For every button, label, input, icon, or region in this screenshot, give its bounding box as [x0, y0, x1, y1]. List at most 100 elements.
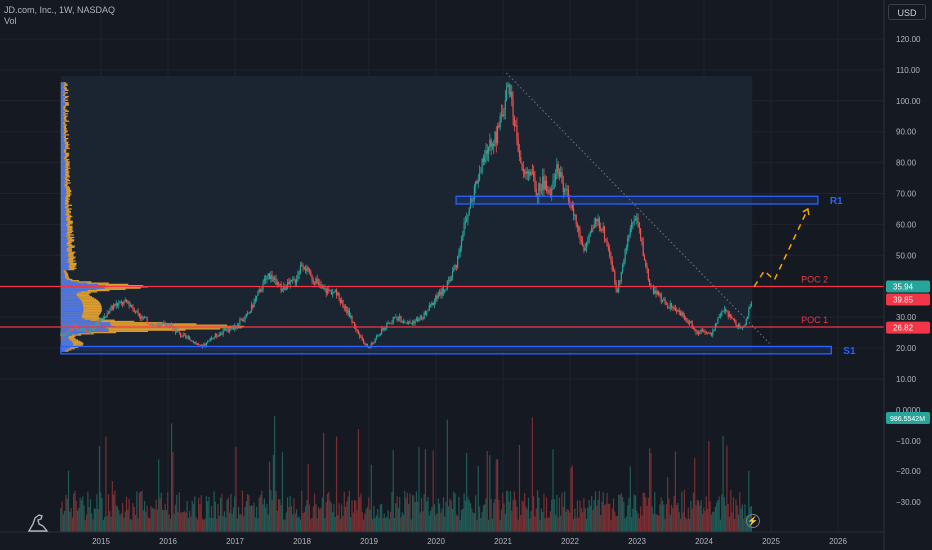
volume-profile-bar — [60, 350, 66, 352]
volume-profile-bar — [60, 145, 66, 147]
candle-body — [164, 323, 166, 326]
candle-body — [333, 291, 335, 293]
volume-bar — [476, 519, 478, 532]
candle-body — [468, 208, 470, 215]
volume-bar — [506, 490, 508, 532]
lightning-icon[interactable]: ⚡ — [746, 514, 760, 528]
candle-body — [623, 260, 625, 265]
volume-bar — [390, 511, 392, 532]
volume-bar — [208, 497, 210, 532]
zone-s1[interactable] — [60, 345, 832, 355]
candle-body — [687, 322, 689, 324]
volume-bar — [429, 510, 432, 532]
candle-body — [436, 295, 438, 299]
candle-body — [682, 312, 684, 316]
volume-bar — [557, 517, 559, 532]
candle-body — [243, 319, 245, 322]
volume-profile-bar — [60, 343, 74, 345]
candle-body — [471, 198, 473, 202]
price-tick-label: 10.00 — [896, 375, 917, 384]
volume-profile-bar — [60, 103, 66, 105]
volume-bar — [129, 518, 131, 532]
candle-body — [140, 316, 142, 319]
volume-profile-bar — [60, 247, 67, 250]
volume-bar — [241, 490, 244, 532]
candle-body — [314, 281, 316, 284]
volume-bar — [642, 492, 644, 532]
volume-profile-bar — [60, 170, 66, 172]
volume-profile-bar — [60, 312, 83, 314]
volume-profile-bar — [60, 131, 65, 134]
volume-bar — [245, 501, 247, 532]
volume-profile-bar — [60, 114, 64, 116]
volume-bar — [64, 510, 66, 532]
candle-body — [129, 305, 131, 307]
volume-bar — [362, 519, 365, 532]
volume-bar — [739, 492, 741, 532]
currency-button[interactable]: USD — [888, 4, 926, 20]
candle-body — [178, 331, 180, 333]
candle-body — [451, 271, 454, 277]
candle-body — [658, 291, 660, 296]
candle-body — [337, 293, 339, 295]
volume-bar — [471, 508, 473, 532]
volume-bar — [731, 512, 733, 532]
volume-profile-bar — [60, 204, 67, 206]
volume-bar — [337, 515, 339, 532]
candle-body — [87, 331, 89, 333]
candle-body — [366, 344, 369, 348]
trendline[interactable] — [505, 72, 772, 346]
candle-body — [379, 333, 381, 336]
candle-body — [214, 333, 217, 338]
volume-bar — [360, 493, 362, 532]
volume-profile-bar — [60, 254, 68, 256]
candle-body — [301, 265, 303, 267]
volume-bar — [616, 515, 619, 532]
volume-profile-bar — [60, 109, 65, 111]
volume-bar — [722, 435, 724, 532]
candle-body — [654, 290, 656, 294]
candle-body — [628, 234, 630, 239]
volume-bar — [248, 495, 250, 532]
candle-body — [256, 295, 258, 300]
volume-bar — [88, 507, 90, 532]
candle-body — [710, 333, 713, 336]
candle-body — [679, 312, 682, 316]
candle-body — [241, 319, 244, 322]
volume-bar — [683, 490, 686, 532]
volume-profile-bar — [60, 275, 65, 277]
candle-body — [271, 275, 273, 281]
volume-bar — [551, 499, 553, 532]
volume-bar — [440, 512, 442, 532]
volume-profile-bar — [60, 273, 65, 276]
volume-bar — [605, 503, 607, 532]
volume-profile-bar — [60, 82, 64, 84]
candle-body — [290, 280, 293, 282]
candle-body — [223, 329, 226, 330]
volume-bar — [480, 518, 482, 532]
candle-body — [98, 320, 101, 324]
projection-path[interactable] — [753, 208, 809, 287]
price-tick-label: 90.00 — [896, 128, 917, 137]
volume-bar — [257, 518, 259, 532]
volume-bar — [534, 516, 536, 532]
candle-body — [137, 311, 139, 315]
volume-bar — [303, 512, 305, 532]
volume-profile-bar — [60, 226, 68, 229]
candle-body — [721, 311, 723, 315]
volume-bar — [744, 504, 746, 532]
volume-bar — [266, 504, 268, 532]
price-tick-label: 100.00 — [896, 97, 921, 106]
candle-body — [437, 294, 439, 299]
candle-body — [696, 332, 698, 334]
volume-bar — [106, 515, 108, 532]
candle-body — [346, 306, 348, 313]
candle-body — [406, 323, 408, 325]
volume-bar — [677, 502, 679, 532]
volume-bar — [629, 466, 631, 532]
candle-body — [419, 316, 421, 318]
zone-r1[interactable] — [455, 195, 819, 205]
candle-body — [660, 294, 662, 302]
volume-bar — [80, 500, 83, 532]
